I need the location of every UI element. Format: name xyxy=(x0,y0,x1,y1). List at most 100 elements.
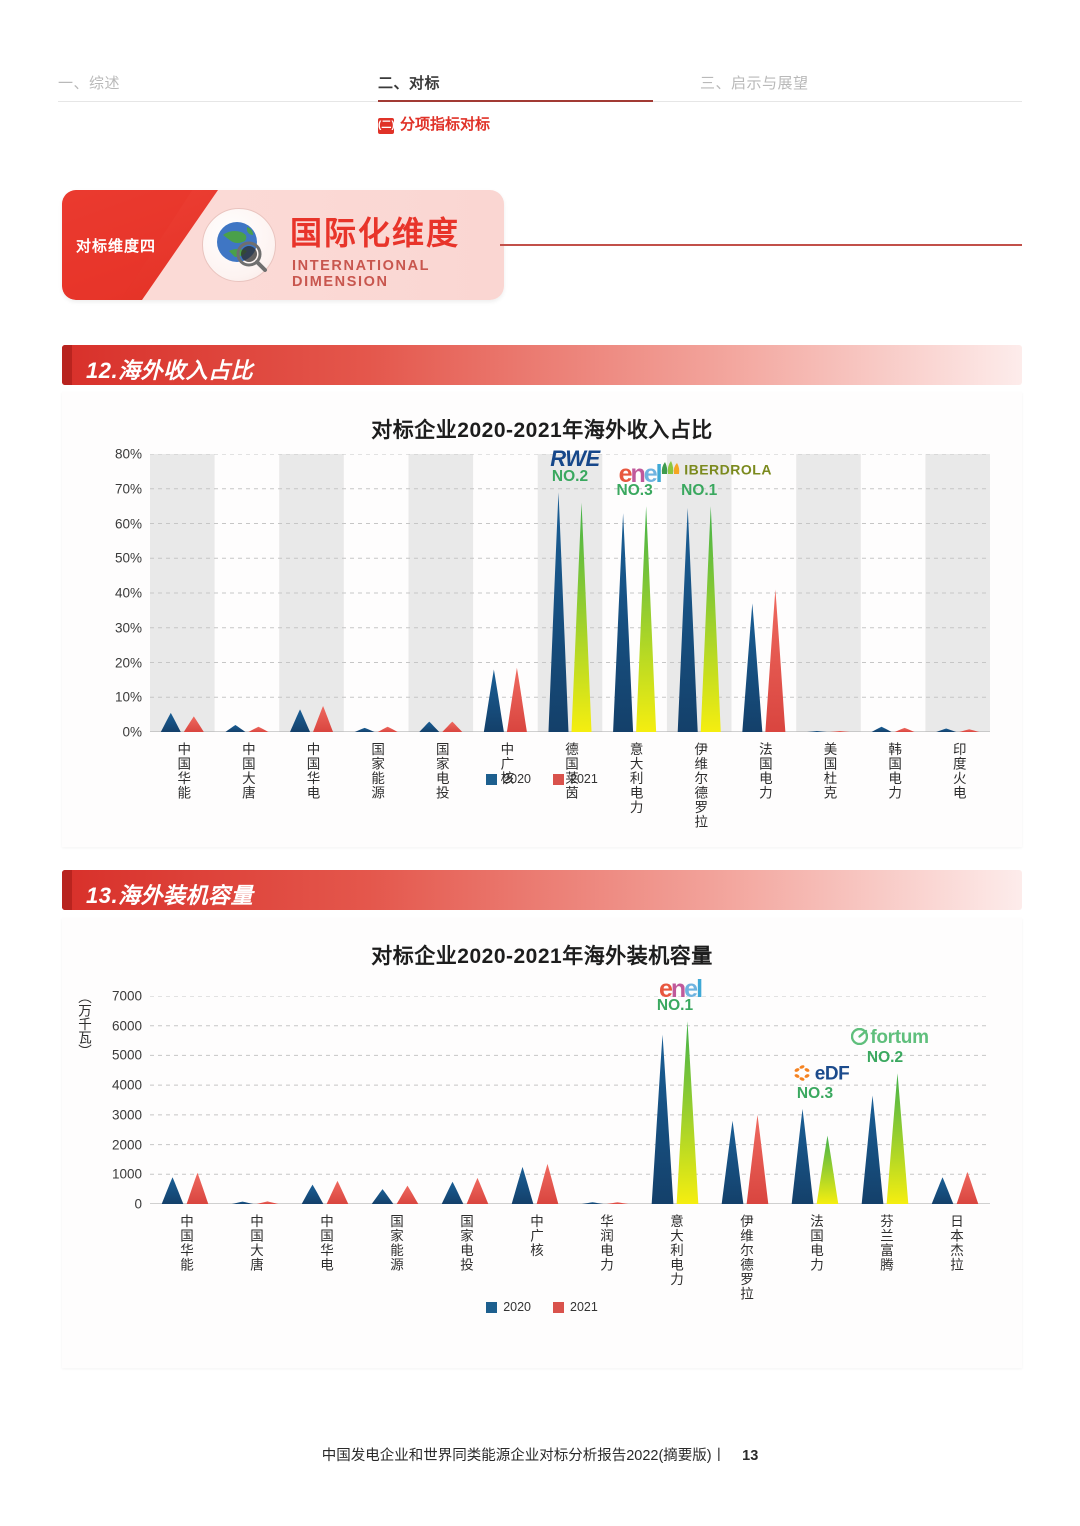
y-axis-tick-label: 80% xyxy=(114,446,142,462)
bar-2021 xyxy=(829,730,850,732)
x-axis-tick-label: 国家电投 xyxy=(433,742,449,800)
x-axis-tick-label: 国家能源 xyxy=(388,1214,403,1272)
y-axis-tick-label: 0% xyxy=(122,724,142,740)
x-axis-tick-label: 德国莱茵 xyxy=(563,742,578,800)
x-axis-tick-label: 美国杜克 xyxy=(821,742,837,800)
brand-logo-iberdrola-icon: IBERDROLA xyxy=(659,460,771,481)
x-axis-tick-label: 意大利电力 xyxy=(627,742,643,815)
y-axis-tick-label: 2000 xyxy=(111,1137,142,1153)
legend-item-2021: 2021 xyxy=(553,772,598,786)
bar-2021 xyxy=(816,1135,839,1204)
chart-legend-2: 2020 2021 xyxy=(62,1300,1022,1314)
bar-2021 xyxy=(313,705,334,732)
nav-active-underline xyxy=(378,100,653,102)
bar-2021 xyxy=(256,1201,279,1204)
y-axis-tick-label: 0 xyxy=(134,1196,142,1212)
y-axis-unit-label-2: （万千瓦） xyxy=(76,990,91,1058)
x-axis-tick-label: 华润电力 xyxy=(598,1214,613,1272)
bar-2021 xyxy=(746,1114,769,1204)
bar-2021 xyxy=(894,727,915,732)
bar-2021 xyxy=(377,726,398,732)
rank-badge: NO.3 xyxy=(616,482,653,500)
chart-plot-area-2 xyxy=(150,996,990,1204)
brand-logo-enel-icon: enel xyxy=(618,460,663,489)
x-axis-tick-label: 印度火电 xyxy=(950,742,966,800)
subsection-marker-icon: (二) xyxy=(378,118,395,134)
bar-2020 xyxy=(548,492,569,732)
rank-badge: NO.2 xyxy=(866,1049,904,1067)
x-axis-tick-label: 芬兰富腾 xyxy=(878,1214,893,1272)
bar-2021 xyxy=(886,1073,909,1204)
x-axis-tick-label: 伊维尔德罗拉 xyxy=(692,742,708,829)
top-nav: 一、综述 二、对标 三、启示与展望 xyxy=(0,56,1080,102)
rank-badge: NO.1 xyxy=(681,482,718,500)
bar-2021 xyxy=(326,1180,349,1204)
bar-2021 xyxy=(183,716,204,732)
bar-2020 xyxy=(936,728,957,732)
x-axis-tick-label: 法国电力 xyxy=(808,1214,823,1272)
footer-text: 中国发电企业和世界同类能源企业对标分析报告2022(摘要版)丨 xyxy=(321,1448,727,1464)
bar-2020 xyxy=(791,1108,814,1204)
bar-2020 xyxy=(651,1034,674,1204)
section-bar-13: 13.海外装机容量 xyxy=(62,870,1022,910)
x-axis-tick-label: 中国华能 xyxy=(178,1214,193,1272)
bar-2020 xyxy=(871,726,892,732)
x-axis-tick-label: 中国华能 xyxy=(175,742,191,800)
y-axis-tick-label: 20% xyxy=(114,655,142,670)
y-axis-tick-label: 4000 xyxy=(111,1077,142,1093)
page-footer: 中国发电企业和世界同类能源企业对标分析报告2022(摘要版)丨 13 xyxy=(0,1444,1080,1465)
bar-2021 xyxy=(765,589,786,732)
bar-2020 xyxy=(742,603,763,732)
nav-item-outlook[interactable]: 三、启示与展望 xyxy=(700,75,809,92)
nav-item-benchmark[interactable]: 二、对标 xyxy=(378,75,441,92)
legend-item-2020: 2020 xyxy=(486,772,531,786)
banner-title: 国际化维度 xyxy=(290,215,461,251)
bar-2020 xyxy=(677,507,698,732)
y-axis-tick-label: 7000 xyxy=(111,988,142,1004)
chart-legend-1: 2020 2021 xyxy=(62,772,1022,786)
x-axis-tick-label: 伊维尔德罗拉 xyxy=(738,1214,753,1301)
section-bar-tab xyxy=(62,345,72,385)
x-axis-tick-label: 中国华电 xyxy=(318,1214,333,1272)
bar-2020 xyxy=(419,721,440,732)
x-axis-tick-label: 中广核 xyxy=(528,1214,543,1258)
banner-subtitle: INTERNATIONAL DIMENSION xyxy=(292,258,430,290)
x-axis-tick-label: 中国大唐 xyxy=(239,742,255,800)
bar-2020 xyxy=(861,1095,884,1204)
bar-2021 xyxy=(248,726,269,732)
nav-item-overview[interactable]: 一、综述 xyxy=(58,75,121,92)
bar-2020 xyxy=(290,709,311,732)
bar-2020 xyxy=(441,1181,464,1204)
page-number: 13 xyxy=(742,1448,759,1464)
chart-title-1: 对标企业2020-2021年海外收入占比 xyxy=(371,419,713,442)
x-axis-tick-label: 韩国电力 xyxy=(886,742,902,800)
section-heading-13: 13.海外装机容量 xyxy=(86,883,254,908)
section-heading-12: 12.海外收入占比 xyxy=(86,358,254,383)
bar-2020 xyxy=(613,513,634,732)
bar-2020 xyxy=(483,669,504,732)
bar-2021 xyxy=(466,1177,489,1204)
bar-2021 xyxy=(700,506,721,732)
dimension-banner: 对标维度四 国际化维度 INTERNATIONAL DIMENSION xyxy=(62,190,504,300)
bar-2021 xyxy=(636,506,657,732)
x-axis-tick-label: 中国大唐 xyxy=(248,1214,263,1272)
bar-2020 xyxy=(301,1184,324,1204)
banner-tag: 对标维度四 xyxy=(76,238,157,255)
y-axis-tick-label: 70% xyxy=(114,481,142,497)
bar-2021 xyxy=(956,1171,979,1204)
bar-2020 xyxy=(511,1166,534,1204)
bar-2021 xyxy=(676,1021,699,1204)
chart-card-overseas-capacity: 对标企业2020-2021年海外装机容量 （万千瓦） 2020 2021 0 10… xyxy=(62,918,1022,1368)
y-axis-tick-label: 40% xyxy=(114,585,142,601)
chart-plot-area-1 xyxy=(150,454,990,732)
chart-svg xyxy=(150,996,990,1204)
bar-2020 xyxy=(721,1120,744,1204)
y-axis-tick-label: 10% xyxy=(114,689,142,705)
bar-2020 xyxy=(371,1189,394,1204)
y-axis-tick-label: 30% xyxy=(114,620,142,636)
section-bar-12: 12.海外收入占比 xyxy=(62,345,1022,385)
y-axis-tick-label: 6000 xyxy=(111,1018,142,1034)
chart-svg xyxy=(150,454,990,732)
brand-logo-fortum-icon: fortum xyxy=(845,1027,935,1050)
subsection-label: 分项指标对标 xyxy=(400,116,491,133)
